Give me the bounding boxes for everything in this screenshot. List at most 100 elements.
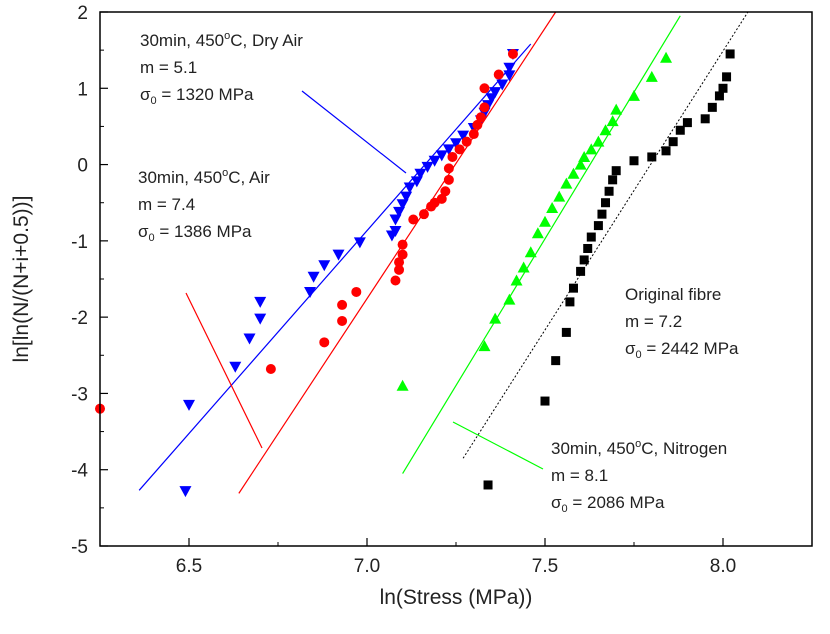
point-air-8 bbox=[394, 257, 405, 268]
point-original-27 bbox=[725, 49, 735, 59]
point-nitrogen-17 bbox=[599, 124, 612, 136]
annotation-nitrogen-line-2: σ0 = 2086 MPa bbox=[551, 493, 665, 515]
point-air-20 bbox=[454, 144, 465, 155]
point-original-14 bbox=[608, 175, 618, 185]
point-nitrogen-1 bbox=[478, 340, 491, 352]
point-air-19 bbox=[447, 151, 458, 162]
annotation-original-line-2: σ0 = 2442 MPa bbox=[625, 339, 739, 361]
point-original-11 bbox=[597, 209, 607, 219]
point-original-12 bbox=[601, 198, 611, 208]
annotation-dry_air-line-0: 30min, 450oC, Dry Air bbox=[140, 30, 303, 50]
point-dry_air-2 bbox=[229, 361, 242, 373]
point-air-15 bbox=[436, 193, 447, 204]
point-dry_air-4 bbox=[254, 313, 267, 325]
point-dry_air-9 bbox=[332, 249, 345, 261]
point-nitrogen-6 bbox=[524, 246, 537, 258]
series-nitrogen bbox=[396, 15, 681, 474]
point-air-18 bbox=[443, 163, 454, 174]
y-tick-label-7: 2 bbox=[77, 3, 88, 24]
point-air-9 bbox=[397, 249, 408, 260]
point-dry_air-21 bbox=[428, 155, 441, 167]
point-air-22 bbox=[468, 129, 479, 140]
point-original-10 bbox=[593, 221, 603, 231]
point-nitrogen-14 bbox=[578, 150, 591, 162]
point-dry_air-24 bbox=[450, 138, 462, 150]
point-nitrogen-12 bbox=[567, 167, 580, 179]
y-axis-title: ln[ln(N/(N+i+0.5))] bbox=[10, 196, 33, 363]
y-tick-label-6: 1 bbox=[77, 79, 88, 100]
leader-line-nitrogen bbox=[452, 421, 544, 470]
point-dry_air-34 bbox=[503, 62, 516, 74]
point-original-9 bbox=[586, 232, 596, 242]
x-tick-label-1: 7.0 bbox=[354, 556, 380, 577]
x-axis-title: ln(Stress (MPa)) bbox=[380, 586, 533, 609]
point-air-12 bbox=[418, 209, 429, 220]
point-nitrogen-0 bbox=[396, 379, 409, 391]
point-original-16 bbox=[629, 156, 639, 166]
annotation-air-line-2: σ0 = 1386 MPa bbox=[138, 222, 252, 244]
point-dry_air-19 bbox=[414, 168, 427, 180]
annotation-dry_air-line-2: σ0 = 1320 MPa bbox=[140, 85, 254, 107]
point-dry_air-16 bbox=[400, 191, 413, 203]
annotation-original: Original fibre m = 7.2 σ0 = 2442 MPa bbox=[625, 285, 739, 361]
point-original-24 bbox=[714, 91, 724, 101]
point-air-2 bbox=[319, 337, 330, 348]
point-air-25 bbox=[479, 102, 490, 113]
point-nitrogen-10 bbox=[553, 190, 566, 202]
point-original-1 bbox=[540, 396, 550, 406]
point-dry_air-0 bbox=[179, 486, 192, 498]
point-original-19 bbox=[668, 137, 678, 147]
leader-line-dry_air bbox=[301, 90, 407, 174]
y-tick-label-1: -4 bbox=[71, 461, 88, 482]
point-original-23 bbox=[707, 102, 717, 112]
point-original-2 bbox=[551, 356, 561, 366]
point-nitrogen-3 bbox=[503, 293, 516, 305]
fit-line-dry_air bbox=[138, 43, 532, 491]
point-original-26 bbox=[722, 72, 732, 82]
point-original-22 bbox=[700, 114, 710, 124]
point-original-3 bbox=[561, 327, 571, 337]
point-air-17 bbox=[443, 174, 454, 185]
point-air-10 bbox=[397, 239, 408, 250]
point-nitrogen-16 bbox=[592, 135, 605, 147]
point-nitrogen-4 bbox=[510, 274, 523, 286]
point-dry_air-14 bbox=[393, 206, 406, 218]
annotation-dry_air-line-1: m = 5.1 bbox=[140, 58, 197, 77]
point-original-5 bbox=[568, 283, 578, 293]
point-air-21 bbox=[461, 136, 472, 147]
point-air-4 bbox=[337, 299, 348, 310]
point-nitrogen-8 bbox=[539, 215, 551, 227]
point-air-24 bbox=[475, 112, 486, 123]
fit-line-air bbox=[238, 11, 557, 494]
x-tick-label-2: 7.5 bbox=[532, 556, 558, 577]
point-air-16 bbox=[440, 186, 451, 197]
leader-line-air bbox=[185, 292, 263, 449]
y-tick-label-0: -5 bbox=[71, 537, 88, 558]
x-tick-label-0: 6.5 bbox=[176, 556, 202, 577]
point-nitrogen-9 bbox=[546, 202, 559, 214]
point-dry_air-3 bbox=[243, 333, 256, 345]
point-nitrogen-22 bbox=[660, 51, 673, 63]
point-nitrogen-19 bbox=[610, 103, 623, 115]
point-dry_air-17 bbox=[403, 182, 416, 194]
point-dry_air-6 bbox=[304, 286, 317, 298]
point-air-5 bbox=[351, 286, 362, 297]
point-dry_air-12 bbox=[389, 225, 402, 237]
point-original-4 bbox=[565, 297, 575, 307]
point-nitrogen-20 bbox=[628, 89, 640, 101]
point-air-3 bbox=[337, 315, 348, 326]
point-dry_air-18 bbox=[410, 176, 423, 188]
point-nitrogen-21 bbox=[645, 70, 658, 82]
point-nitrogen-7 bbox=[531, 227, 544, 239]
point-original-0 bbox=[483, 480, 493, 490]
point-air-28 bbox=[507, 48, 518, 59]
y-tick-label-2: -3 bbox=[71, 384, 88, 405]
axis-ticks: 6.5 7.0 7.5 8.0 -5 -4 -3 -2 -1 0 1 2 bbox=[71, 3, 736, 577]
point-air-26 bbox=[479, 83, 490, 94]
point-dry_air-25 bbox=[457, 130, 470, 142]
point-dry_air-7 bbox=[307, 271, 320, 283]
annotations: 30min, 450oC, Dry Air m = 5.1 σ0 = 1320 MP… bbox=[138, 30, 739, 515]
point-original-20 bbox=[675, 125, 685, 135]
point-dry_air-15 bbox=[396, 199, 409, 211]
point-original-18 bbox=[661, 146, 671, 156]
